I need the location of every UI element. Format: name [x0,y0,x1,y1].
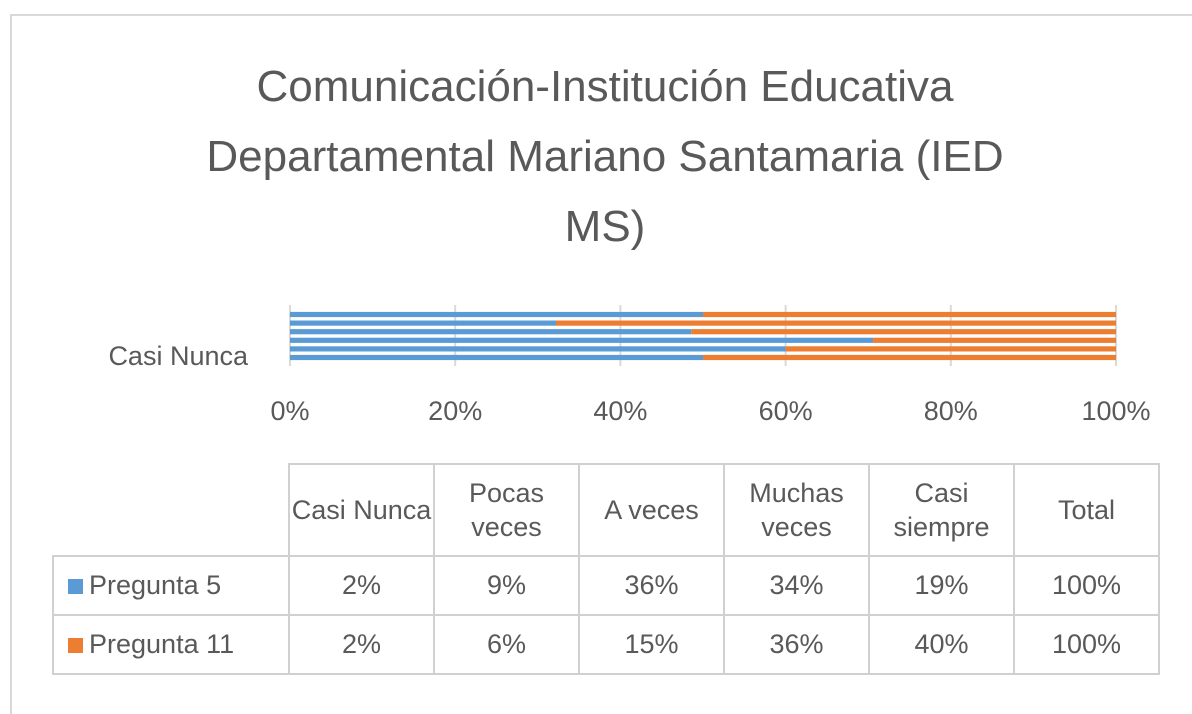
y-tick-label: Casi Nunca [108,341,249,371]
table-cell: 36% [723,614,870,675]
table-cell: 100% [1013,614,1160,675]
table-cell: 2% [288,614,435,675]
table-row: Pregunta 11 2% 6% 15% 36% 40% 100% [52,614,1160,675]
table-cell: 40% [868,614,1015,675]
table-cell: 2% [288,555,435,616]
table-cell: 15% [578,614,725,675]
bar-segment [290,346,786,352]
x-tick-label: 100% [1081,396,1150,426]
legend-key [68,579,83,595]
table-cell: 36% [578,555,725,616]
bar-segment [691,329,1116,335]
table-header-cell: Muchas veces [723,463,870,557]
table-cell: 34% [723,555,870,616]
legend-label: Pregunta 11 [89,629,235,659]
table-row: Pregunta 5 2% 9% 36% 34% 19% 100% [52,555,1160,616]
table-cell: 19% [868,555,1015,616]
legend-label: Pregunta 5 [89,570,222,600]
table-header-cell: Pocas veces [433,463,580,557]
table-header-cell: Casi siempre [868,463,1015,557]
table-header-cell: A veces [578,463,725,557]
bar-segment [290,354,703,361]
bar-segment [290,320,556,326]
x-tick-label: 20% [428,396,482,426]
chart-frame [10,14,1192,714]
bar-segment [290,311,703,318]
table-header-row: Casi Nunca Pocas veces A veces Muchas veces… [53,463,1160,557]
data-table: Casi Nunca Pocas veces A veces Muchas veces… [52,463,1160,675]
chart-title: Comunicación-Institución Educativa Depar… [206,62,1004,251]
table-header-cell: Casi Nunca [288,463,435,557]
bar-segment [873,337,1116,343]
legend-key [68,638,83,654]
plot: Casi Nunca 0% 20% 40% 60% 80% 100% [108,305,1151,426]
table-cell: 9% [433,555,580,616]
x-tick-label: 80% [924,396,978,426]
x-tick-label: 60% [759,396,813,426]
table-header-cell: Total [1013,463,1160,557]
bar-segment [703,354,1116,361]
bar-segment [290,329,692,335]
table-cell: 100% [1013,555,1160,616]
bar-segment [703,311,1116,318]
legend-entry: Pregunta 11 [52,614,290,675]
x-tick-label: 0% [270,396,309,426]
legend-entry: Pregunta 5 [52,555,290,616]
table-cell: 6% [433,614,580,675]
x-tick-label: 40% [593,396,647,426]
bar-segment [785,346,1116,352]
table-corner [53,464,290,557]
bar-segment [290,337,874,343]
bar-segment [556,320,1116,326]
